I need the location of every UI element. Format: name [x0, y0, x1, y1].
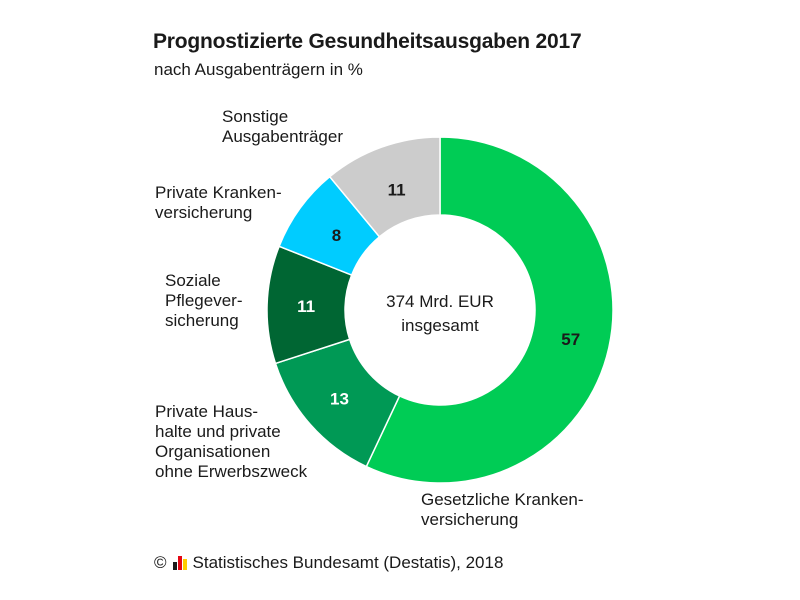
slice-value-labels: 57 13 11 8 11 — [297, 181, 580, 409]
category-label-line: ohne Erwerbszweck — [155, 462, 308, 481]
category-label-line: Ausgabenträger — [222, 127, 343, 146]
category-label-line: versicherung — [155, 203, 253, 222]
category-label-line: sicherung — [165, 311, 239, 330]
category-label-4: Sonstige Ausgabenträger — [222, 107, 343, 147]
slice-value-label-4: 11 — [388, 181, 406, 200]
category-label-0: Gesetzliche Kranken-versicherung — [421, 490, 584, 530]
category-label-line: Pflegever- — [165, 291, 243, 310]
copyright-symbol: © — [154, 553, 167, 572]
category-label-2: Soziale Pflegever-sicherung — [165, 271, 242, 331]
donut-slices — [266, 136, 614, 484]
chart-title: Prognostizierte Gesundheitsausgaben 2017 — [153, 30, 582, 53]
center-total-caption: insgesamt — [401, 316, 479, 335]
category-label-line: Private Kranken- — [155, 183, 282, 202]
source-footer: © Statistisches Bundesamt (Destatis), 20… — [154, 553, 503, 573]
source-text: Statistisches Bundesamt (Destatis), 2018 — [192, 553, 504, 572]
center-total-label: 374 Mrd. EUR — [386, 292, 494, 311]
slice-value-label-0: 57 — [561, 330, 580, 349]
chart-subtitle: nach Ausgabenträgern in % — [154, 60, 363, 79]
donut-slice-0 — [365, 136, 614, 484]
category-label-line: versicherung — [421, 510, 519, 529]
slice-value-label-2: 11 — [297, 297, 315, 316]
category-label-line: Soziale — [165, 271, 221, 290]
slice-value-label-3: 8 — [332, 226, 341, 245]
category-label-1: Private Haus-halte und private Organisati… — [155, 402, 307, 482]
slice-value-label-1: 13 — [330, 390, 349, 409]
destatis-logo-icon — [172, 556, 187, 570]
category-label-line: Sonstige — [222, 107, 289, 126]
category-label-3: Private Kranken-versicherung — [155, 183, 282, 223]
category-label-line: Private Haus- — [155, 402, 258, 421]
category-label-line: Organisationen — [155, 442, 271, 461]
donut-slice-4 — [328, 136, 441, 238]
category-label-line: Gesetzliche Kranken- — [421, 490, 584, 509]
category-label-line: halte und private — [155, 422, 281, 441]
